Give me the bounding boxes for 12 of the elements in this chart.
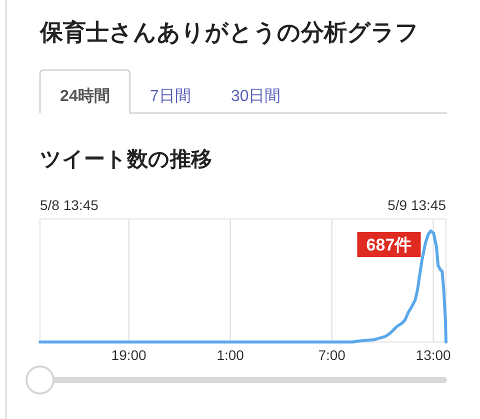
chart-title: ツイート数の推移	[40, 148, 212, 171]
x-tick-label: 13:00	[416, 347, 452, 363]
text: 5/9 13:45	[388, 197, 446, 213]
text: 保育士さんありがとうの分析グラフ	[39, 19, 419, 45]
text: 5/8 13:45	[40, 197, 99, 213]
annotation: 687件	[366, 236, 412, 254]
text: 24時間	[60, 87, 110, 105]
x-tick-label: 19:00	[111, 347, 147, 363]
x-tick-label: 1:00	[216, 347, 244, 363]
x-tick-label: 7:00	[318, 347, 346, 363]
text: 30日間	[230, 88, 281, 105]
text: 7日間	[150, 88, 191, 105]
